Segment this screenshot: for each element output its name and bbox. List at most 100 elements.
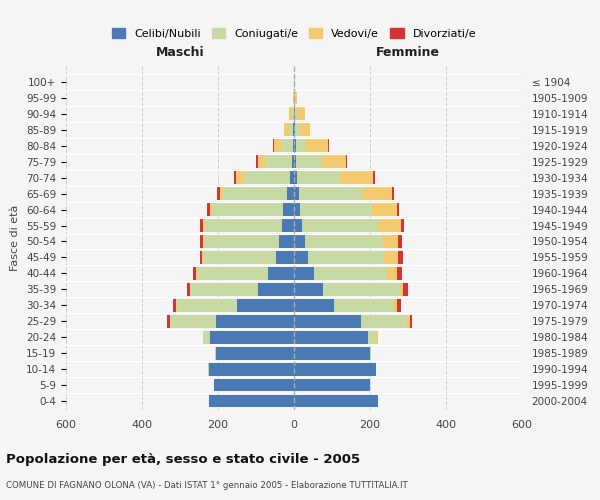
Bar — [361, 315, 407, 328]
Bar — [292, 108, 293, 120]
Bar — [273, 140, 274, 152]
Bar — [376, 331, 377, 344]
Bar — [296, 108, 305, 120]
Bar — [258, 283, 294, 296]
Bar — [398, 236, 402, 248]
Bar — [203, 251, 276, 264]
Bar — [397, 267, 402, 280]
Bar — [294, 76, 295, 88]
Bar — [187, 283, 190, 296]
Bar — [398, 251, 403, 264]
Bar — [294, 124, 295, 136]
Bar — [200, 251, 202, 264]
Bar — [370, 347, 371, 360]
Bar — [394, 299, 397, 312]
Bar — [300, 204, 371, 216]
Bar — [377, 331, 379, 344]
Text: COMUNE DI FAGNANO OLONA (VA) - Dati ISTAT 1° gennaio 2005 - Elaborazione TUTTITA: COMUNE DI FAGNANO OLONA (VA) - Dati ISTA… — [6, 481, 408, 490]
Bar — [279, 236, 294, 248]
Bar — [302, 220, 377, 232]
Bar — [217, 188, 220, 200]
Bar — [294, 188, 299, 200]
Bar — [293, 140, 294, 152]
Bar — [209, 363, 294, 376]
Bar — [274, 140, 281, 152]
Bar — [401, 220, 404, 232]
Bar — [298, 172, 340, 184]
Bar — [294, 283, 323, 296]
Bar — [167, 315, 170, 328]
Bar — [295, 108, 296, 120]
Bar — [216, 315, 294, 328]
Bar — [215, 347, 216, 360]
Bar — [294, 156, 296, 168]
Bar — [234, 172, 236, 184]
Bar — [296, 140, 306, 152]
Bar — [294, 108, 295, 120]
Bar — [340, 172, 373, 184]
Bar — [193, 267, 196, 280]
Bar — [323, 283, 400, 296]
Bar — [294, 363, 376, 376]
Bar — [407, 315, 410, 328]
Bar — [289, 108, 292, 120]
Bar — [287, 188, 294, 200]
Bar — [200, 236, 203, 248]
Bar — [203, 236, 204, 248]
Text: Popolazione per età, sesso e stato civile - 2005: Popolazione per età, sesso e stato civil… — [6, 452, 360, 466]
Bar — [400, 283, 403, 296]
Bar — [294, 220, 302, 232]
Bar — [211, 331, 294, 344]
Bar — [294, 299, 334, 312]
Legend: Celibi/Nubili, Coniugati/e, Vedovi/e, Divorziati/e: Celibi/Nubili, Coniugati/e, Vedovi/e, Di… — [107, 24, 481, 44]
Text: Femmine: Femmine — [376, 46, 440, 59]
Bar — [368, 331, 376, 344]
Bar — [209, 395, 294, 407]
Bar — [294, 140, 296, 152]
Bar — [176, 299, 177, 312]
Bar — [210, 204, 212, 216]
Bar — [334, 299, 394, 312]
Bar — [177, 299, 237, 312]
Bar — [203, 331, 211, 344]
Bar — [294, 267, 314, 280]
Bar — [293, 124, 294, 136]
Bar — [196, 267, 197, 280]
Bar — [328, 140, 329, 152]
Bar — [294, 236, 305, 248]
Bar — [173, 299, 176, 312]
Bar — [258, 156, 265, 168]
Bar — [296, 156, 322, 168]
Bar — [268, 267, 294, 280]
Bar — [207, 204, 210, 216]
Bar — [294, 251, 308, 264]
Bar — [202, 251, 203, 264]
Bar — [205, 220, 282, 232]
Bar — [203, 220, 205, 232]
Bar — [294, 92, 295, 104]
Bar — [208, 363, 209, 376]
Bar — [346, 156, 347, 168]
Bar — [237, 299, 294, 312]
Bar — [308, 251, 383, 264]
Bar — [294, 395, 377, 407]
Bar — [197, 267, 268, 280]
Y-axis label: Fasce di età: Fasce di età — [10, 204, 20, 270]
Bar — [282, 220, 294, 232]
Bar — [294, 347, 370, 360]
Bar — [314, 267, 387, 280]
Bar — [383, 251, 398, 264]
Text: Maschi: Maschi — [155, 46, 205, 59]
Bar — [204, 236, 279, 248]
Bar — [295, 124, 300, 136]
Bar — [392, 188, 394, 200]
Bar — [294, 331, 368, 344]
Bar — [290, 172, 294, 184]
Bar — [292, 156, 294, 168]
Bar — [362, 188, 392, 200]
Bar — [294, 172, 298, 184]
Y-axis label: Anni di nascita: Anni di nascita — [598, 196, 600, 279]
Bar — [299, 188, 362, 200]
Bar — [294, 204, 300, 216]
Bar — [403, 283, 408, 296]
